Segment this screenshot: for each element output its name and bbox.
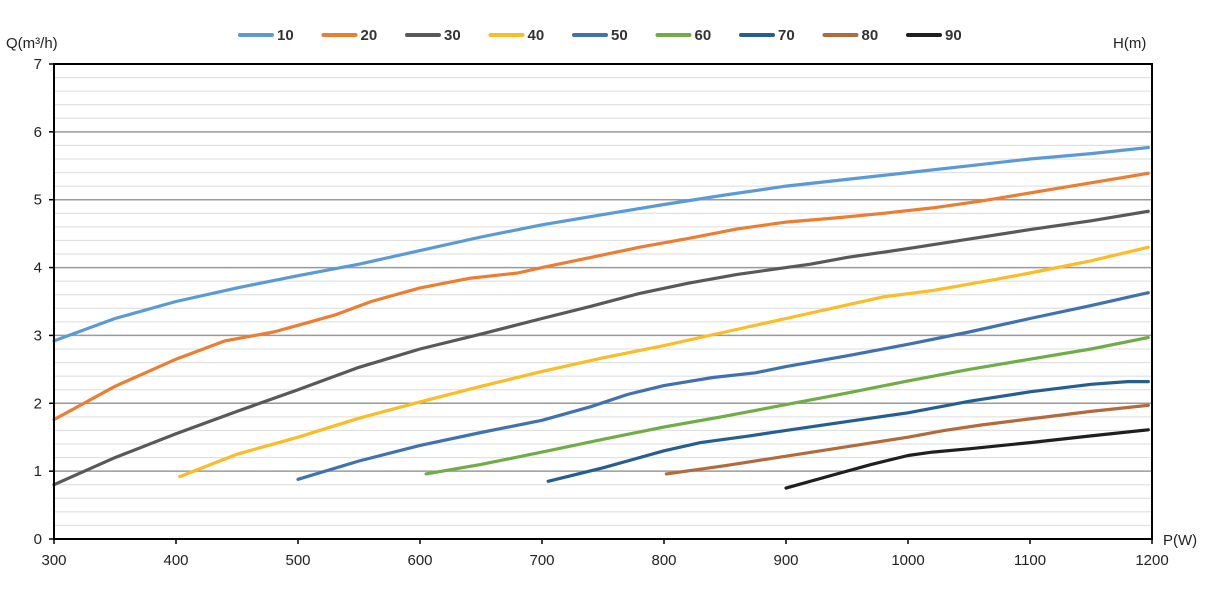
legend-label-30: 30 [444, 27, 461, 44]
series-lines [52, 145, 1150, 490]
legend: 10 20 30 40 50 60 70 80 90 [238, 27, 962, 44]
legend-label-20: 20 [361, 27, 378, 44]
legend-label-70: 70 [778, 27, 795, 44]
series-line-80 [664, 403, 1150, 476]
legend-label-80: 80 [862, 27, 879, 44]
x-tick-label: 1200 [1135, 552, 1168, 569]
y-tick-label: 0 [34, 531, 42, 548]
legend-label-40: 40 [528, 27, 545, 44]
y-tick-label: 1 [34, 463, 42, 480]
series-line-40 [178, 245, 1150, 479]
series-line-90 [784, 428, 1150, 490]
x-tick-label: 1000 [891, 552, 924, 569]
legend-label-10: 10 [277, 27, 294, 44]
x-tick-label: 400 [163, 552, 188, 569]
x-tick-labels: 300 400 500 600 700 800 900 1000 1100 1200 [41, 552, 1168, 569]
series-line-20 [52, 171, 1150, 422]
x-tick-label: 900 [773, 552, 798, 569]
y-tick-label: 7 [34, 56, 42, 73]
y-tick-labels: 0 1 2 3 4 5 6 7 [34, 56, 42, 548]
plot-frame [53, 63, 1153, 540]
legend-label-60: 60 [695, 27, 712, 44]
y-tick-label: 3 [34, 327, 42, 344]
y-tick-label: 4 [34, 260, 42, 277]
series-line-60 [424, 335, 1150, 476]
series-line-50 [296, 291, 1150, 481]
x-tick-label: 800 [651, 552, 676, 569]
legend-label-90: 90 [945, 27, 962, 44]
minor-gridlines [54, 77, 1152, 526]
y-tick-label: 2 [34, 395, 42, 412]
y-tick-label: 6 [34, 124, 42, 141]
y-axis-title: Q(m³/h) [6, 35, 58, 52]
plot-axes [49, 63, 1153, 544]
x-tick-label: 700 [529, 552, 554, 569]
series-line-30 [52, 209, 1150, 487]
series-line-10 [52, 145, 1150, 343]
x-tick-label: 300 [41, 552, 66, 569]
legend-label-50: 50 [611, 27, 628, 44]
x-axis-title: P(W) [1163, 532, 1197, 549]
series-line-70 [546, 380, 1150, 483]
x-tick-label: 1100 [1014, 552, 1046, 569]
x-tick-label: 500 [285, 552, 310, 569]
y-tick-label: 5 [34, 192, 42, 209]
x-tick-label: 600 [407, 552, 432, 569]
right-axis-title: H(m) [1113, 35, 1146, 52]
